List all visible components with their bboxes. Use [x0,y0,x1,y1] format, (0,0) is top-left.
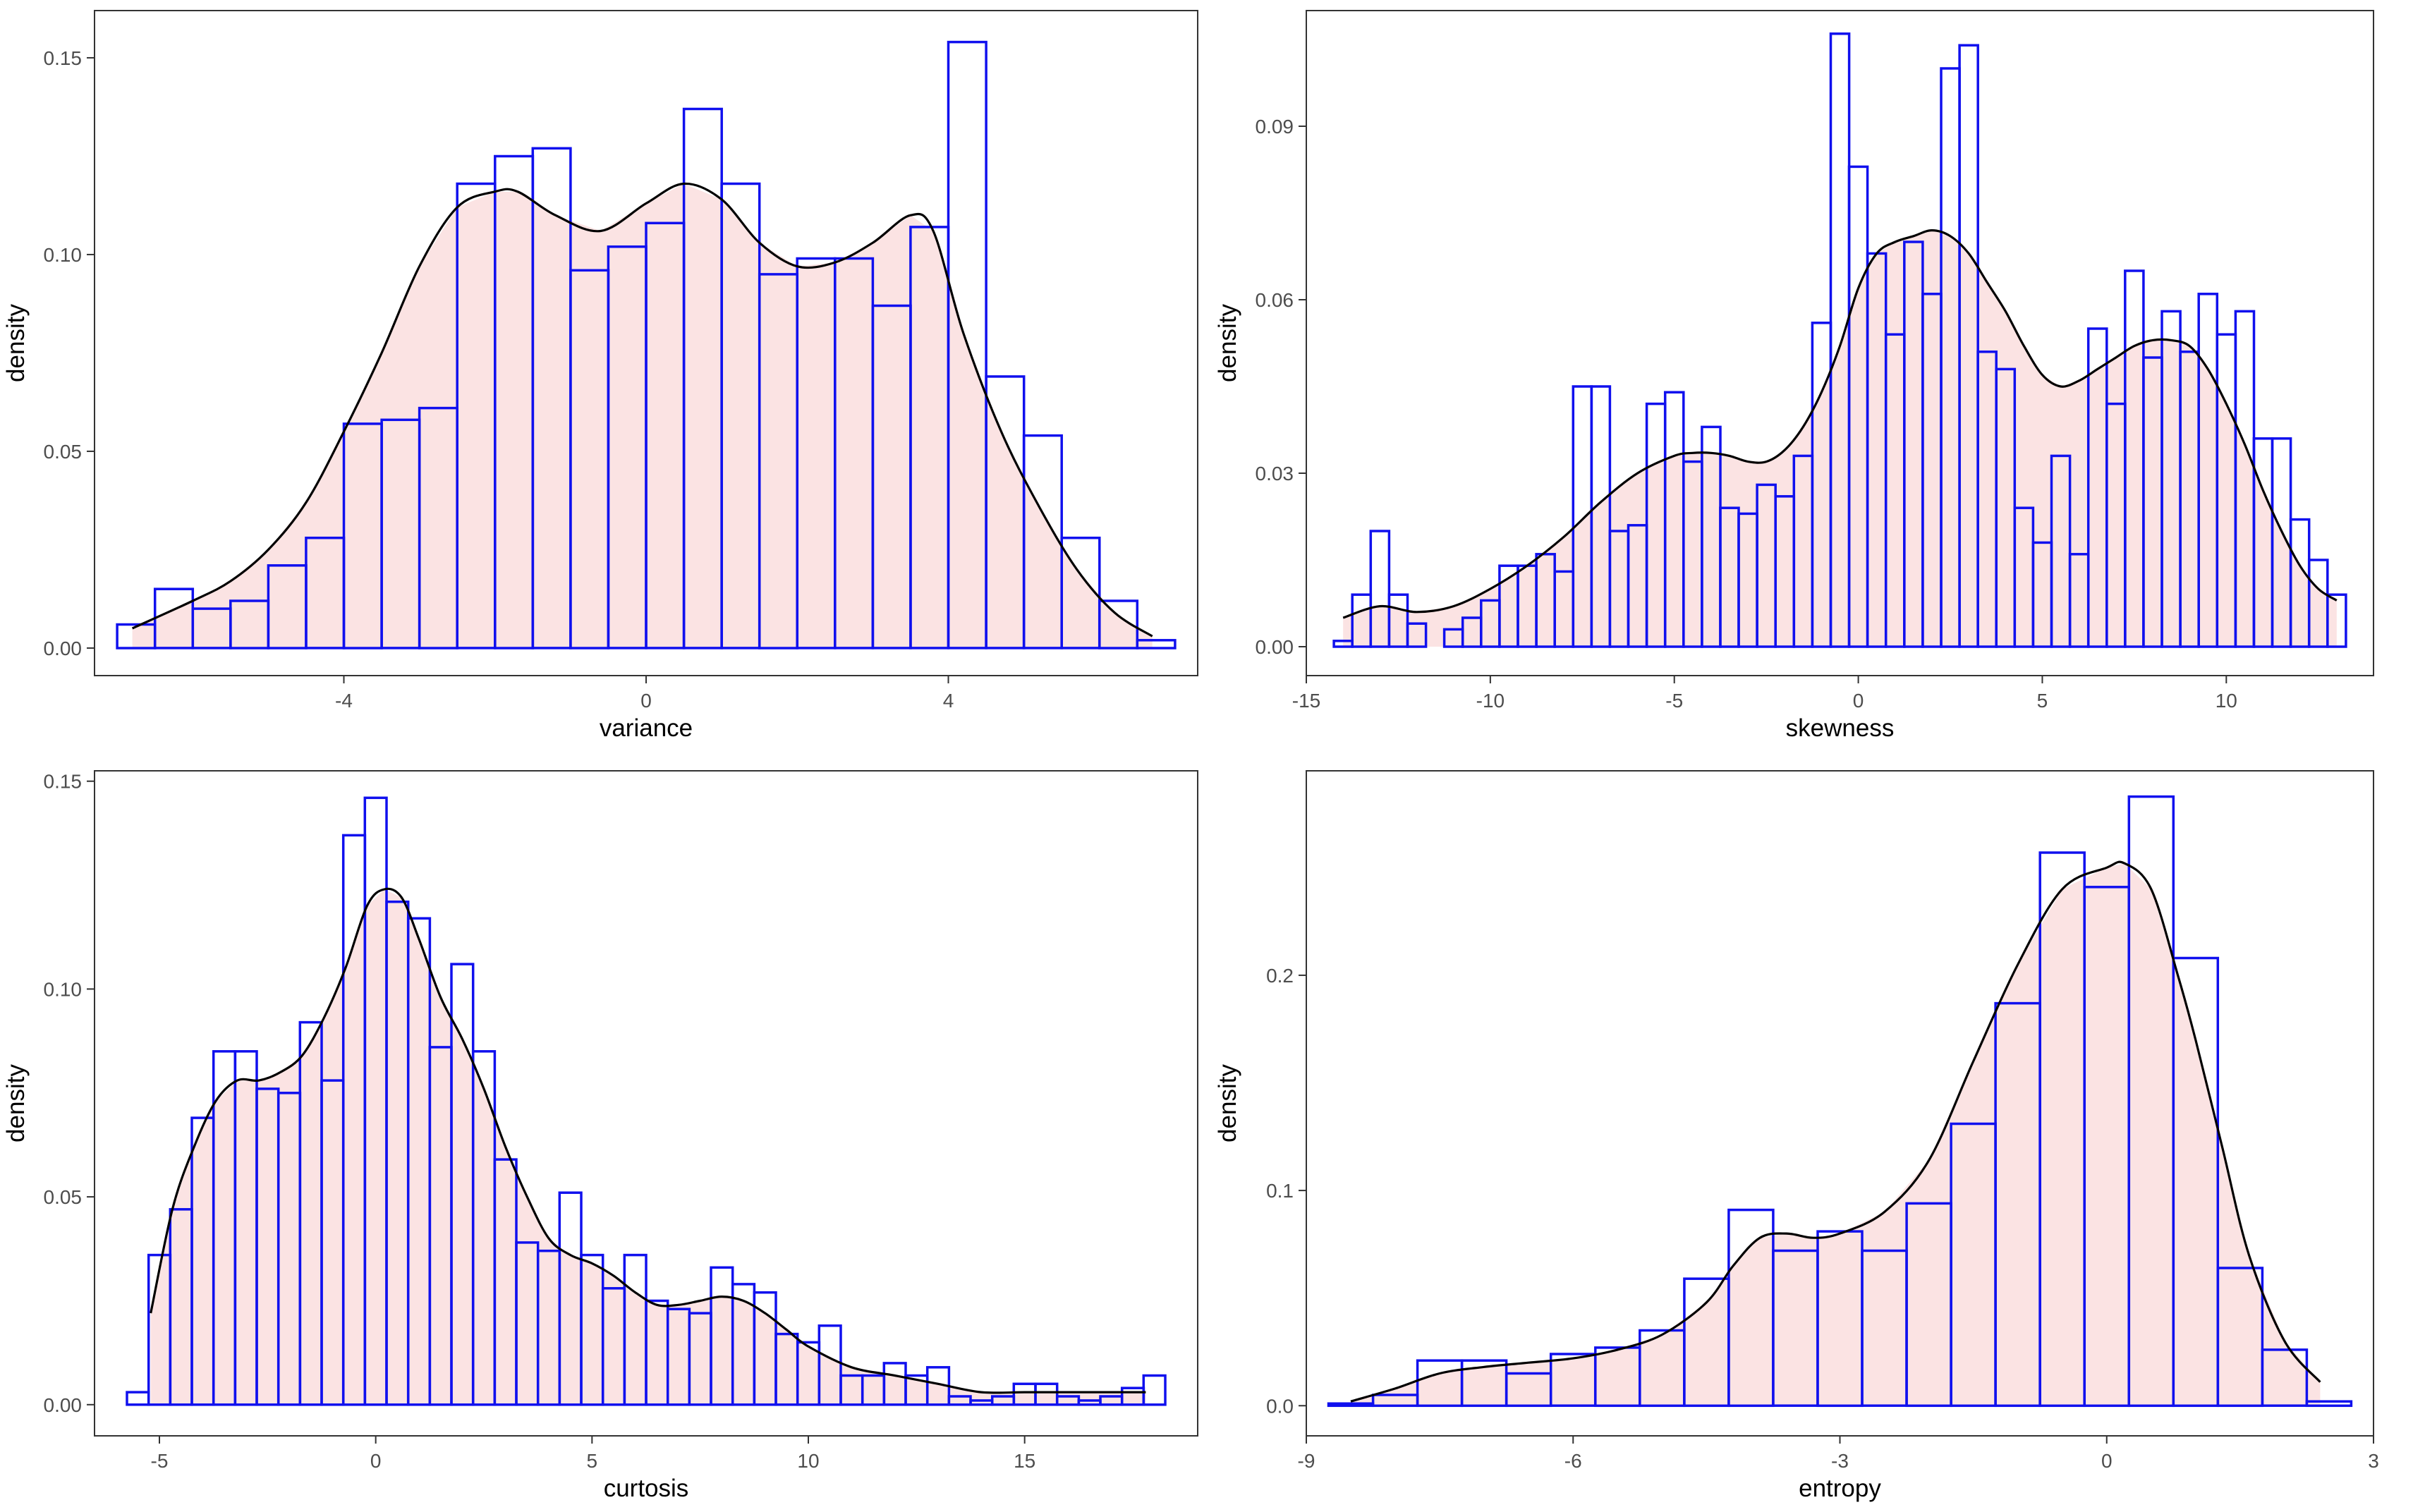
chart-curtosis-bar [818,1324,842,1406]
chart-entropy-x-tick-label: -9 [1298,1450,1315,1472]
chart-skewness-density-curve [1342,228,2338,619]
chart-variance-bar [947,40,987,650]
chart-entropy-y-axis-title: density [1214,1064,1241,1142]
chart-entropy-density-area [1351,863,2321,1406]
chart-curtosis-panel-border [94,770,1198,1437]
chart-curtosis-bar [1142,1374,1167,1406]
chart-entropy-y-tick-label: 0.2 [1266,965,1294,987]
chart-entropy-y-tick-label: 0.1 [1266,1180,1294,1202]
chart-entropy-bar [2305,1400,2353,1408]
chart-skewness-x-tick-label: 10 [2216,690,2237,712]
chart-variance-x-tick-label: -4 [335,690,353,712]
chart-entropy-x-tick-label: 3 [2368,1450,2379,1472]
chart-variance-y-tick-label: 0.05 [44,441,83,463]
chart-skewness-y-tick-label: 0.00 [1256,636,1294,658]
chart-skewness-x-tick-label: -5 [1665,690,1683,712]
chart-curtosis-x-tick-label: 0 [370,1450,382,1472]
chart-variance-x-tick-label: 4 [943,690,954,712]
chart-entropy-x-tick-label: 0 [2101,1450,2113,1472]
chart-curtosis-density-area [150,889,1146,1405]
chart-variance-bar [1136,639,1177,650]
chart-curtosis-x-tick-label: 15 [1014,1450,1035,1472]
chart-curtosis-y-axis-title: density [2,1064,30,1142]
chart-entropy-bar [1327,1402,1375,1408]
chart-curtosis-y-tick-label: 0.10 [44,978,83,1000]
chart-skewness-x-tick-label: -10 [1476,690,1505,712]
chart-curtosis-density-curve [150,887,1146,1394]
chart-variance-density-area [132,183,1153,648]
chart-entropy-x-axis-title: entropy [1799,1475,1881,1502]
chart-skewness-x-tick-label: 0 [1853,690,1864,712]
chart-variance-y-tick-label: 0.10 [44,244,83,266]
chart-skewness-y-tick-label: 0.09 [1256,116,1294,138]
chart-curtosis-x-tick-label: -5 [151,1450,169,1472]
chart-variance-y-tick-label: 0.00 [44,638,83,659]
chart-skewness-x-axis-title: skewness [1786,714,1895,742]
chart-skewness-bar [1958,44,1979,648]
chart-curtosis-y-tick-label: 0.00 [44,1394,83,1416]
chart-variance-y-axis-title: density [2,304,30,382]
chart-skewness-y-tick-label: 0.03 [1256,463,1294,484]
chart-curtosis-y-tick-label: 0.15 [44,771,83,793]
chart-variance-x-tick-label: 0 [640,690,652,712]
chart-curtosis-x-tick-label: 5 [587,1450,598,1472]
chart-skewness-y-axis-title: density [1214,304,1241,382]
chart-skewness-bar [2050,454,2072,648]
chart-skewness-y-tick-label: 0.06 [1256,289,1294,311]
chart-skewness-bar [2326,593,2347,648]
chart-variance: -4 0 4 0.00 0.05 0.10 0.15 variance density [2,10,1198,742]
chart-entropy-bar [2216,1267,2264,1408]
chart-variance-density-curve [131,182,1153,638]
chart-skewness-bar [1387,593,1409,648]
chart-skewness-x-tick-label: 5 [2037,690,2048,712]
chart-skewness-bar [1406,622,1428,648]
chart-skewness: -15 -10 -5 0 5 10 0.00 0.03 0.06 0.09 skewness dens… [1214,10,2374,742]
chart-skewness-panel-border [1306,10,2374,676]
chart-curtosis-bar [1034,1382,1059,1406]
chart-entropy-y-tick-label: 0.0 [1266,1395,1294,1417]
chart-variance-bar [1060,536,1101,650]
chart-entropy-bar [2172,956,2220,1408]
chart-curtosis-x-tick-label: 10 [797,1450,819,1472]
chart-variance-bar [1098,599,1139,650]
chart-entropy-x-tick-label: -6 [1564,1450,1582,1472]
chart-entropy-density-curve [1350,860,2321,1403]
chart-entropy-bar [2261,1348,2309,1407]
chart-variance-y-tick-label: 0.15 [44,47,83,69]
chart-curtosis-y-tick-label: 0.05 [44,1186,83,1208]
chart-curtosis-x-axis-title: curtosis [604,1475,689,1502]
chart-variance-x-axis-title: variance [600,714,693,742]
chart-skewness-bar [1590,385,1612,648]
chart-curtosis: -5 0 5 10 15 0.00 0.05 0.10 0.15 curtosis density [2,770,1198,1502]
chart-entropy-x-tick-label: -3 [1831,1450,1849,1472]
chart-skewness-bar [1369,530,1391,648]
chart-skewness-x-tick-label: -15 [1292,690,1320,712]
chart-entropy: -9 -6 -3 0 3 0.0 0.1 0.2 entropy density [1214,770,2379,1502]
